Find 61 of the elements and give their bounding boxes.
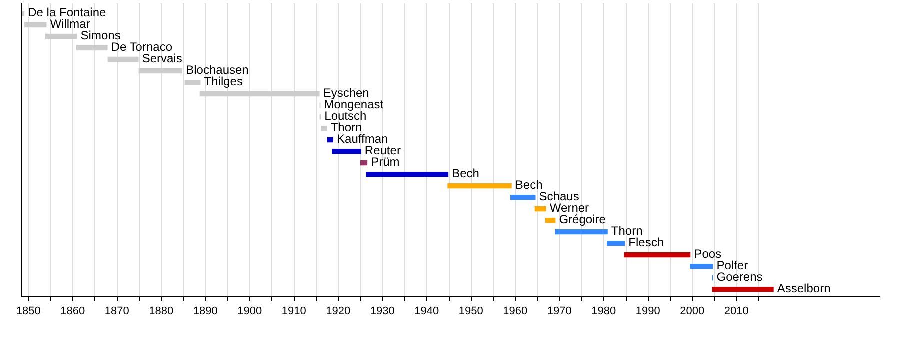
data-label: Werner [550, 200, 590, 215]
data-label: Blochausen [186, 62, 249, 77]
x-tick-label: 1850 [16, 306, 41, 318]
bar [321, 126, 328, 132]
x-tick-label: 1880 [149, 306, 174, 318]
data-label: Goerens [716, 270, 763, 284]
data-label: Bech [515, 178, 543, 192]
bar [327, 137, 334, 143]
x-tick-label: 1990 [636, 306, 660, 318]
bar [545, 218, 556, 224]
data-label: Thorn [611, 224, 643, 238]
bar [332, 148, 362, 154]
x-tick-label: 1950 [458, 306, 484, 318]
bar [448, 183, 512, 189]
bar [45, 34, 78, 40]
data-label: De Tornaco [111, 40, 173, 54]
data-label: Eyschen [323, 86, 370, 100]
x-tick-label: 1920 [326, 306, 351, 318]
bar [360, 160, 368, 166]
data-label: Thilges [204, 74, 243, 88]
data-label: Prüm [371, 154, 400, 169]
bar [24, 22, 47, 28]
data-label: Willmar [50, 16, 90, 31]
data-label: Grégoire [559, 212, 606, 226]
data-label: Poos [694, 246, 722, 261]
bar [184, 80, 201, 86]
data-label: Simons [80, 28, 121, 42]
bar [624, 252, 691, 258]
data-label: Kauffman [337, 132, 388, 146]
data-label: Bech [452, 166, 480, 180]
data-label: Polfer [716, 258, 748, 272]
data-label: Schaus [539, 189, 580, 204]
x-tick-label: 1970 [547, 306, 572, 318]
x-tick-label: 1860 [60, 306, 86, 318]
data-label: Asselborn [777, 281, 831, 296]
data-label: Servais [142, 51, 182, 66]
bar [108, 56, 139, 62]
data-label: Flesch [628, 235, 664, 250]
bar [510, 194, 536, 200]
x-tick-label: 1900 [238, 306, 262, 318]
bar [607, 240, 626, 246]
bar [534, 206, 546, 212]
bar [200, 91, 320, 97]
bar [366, 172, 449, 178]
x-tick-label: 1980 [592, 306, 616, 318]
bar [555, 229, 608, 235]
x-tick-label: 1870 [104, 306, 130, 318]
bar [138, 68, 183, 74]
data-label: Thorn [330, 120, 362, 134]
x-tick-label: 1940 [414, 306, 440, 318]
bar [712, 287, 774, 292]
x-tick-label: 2010 [724, 306, 749, 318]
x-tick-label: 1910 [282, 306, 306, 318]
x-tick-label: 1960 [503, 306, 528, 318]
x-tick-label: 2000 [680, 306, 705, 318]
x-tick-label: 1930 [370, 306, 395, 318]
data-label: De la Fontaine [28, 5, 107, 20]
bar [76, 45, 108, 51]
data-label: Reuter [364, 143, 401, 158]
bar [690, 264, 714, 270]
x-tick-label: 1890 [193, 306, 218, 318]
